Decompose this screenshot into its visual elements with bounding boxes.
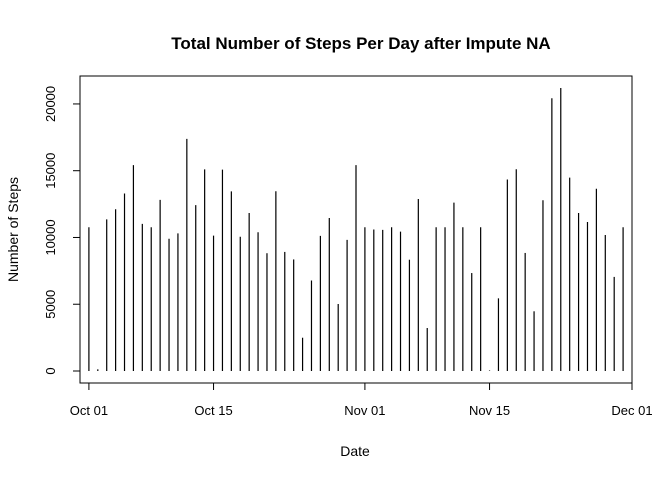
y-tick-label: 15000 — [43, 153, 58, 189]
x-axis: Oct 01 Oct 15 Nov 01 Nov 15 Dec 01 — [70, 382, 653, 418]
x-tick-label: Nov 15 — [469, 403, 510, 418]
y-tick-label: 0 — [43, 367, 58, 374]
y-axis-label: Number of Steps — [5, 177, 21, 282]
x-tick-label: Oct 01 — [70, 403, 108, 418]
chart-title: Total Number of Steps Per Day after Impu… — [171, 34, 550, 53]
x-tick-label: Oct 15 — [194, 403, 232, 418]
y-tick-label: 10000 — [43, 219, 58, 255]
x-tick-label: Dec 01 — [611, 403, 652, 418]
x-tick-label: Nov 01 — [344, 403, 385, 418]
y-tick-label: 20000 — [43, 86, 58, 122]
bar-group — [88, 88, 624, 371]
x-axis-label: Date — [340, 443, 370, 459]
y-axis: 0 5000 10000 15000 20000 — [43, 86, 81, 375]
y-tick-label: 5000 — [43, 290, 58, 319]
